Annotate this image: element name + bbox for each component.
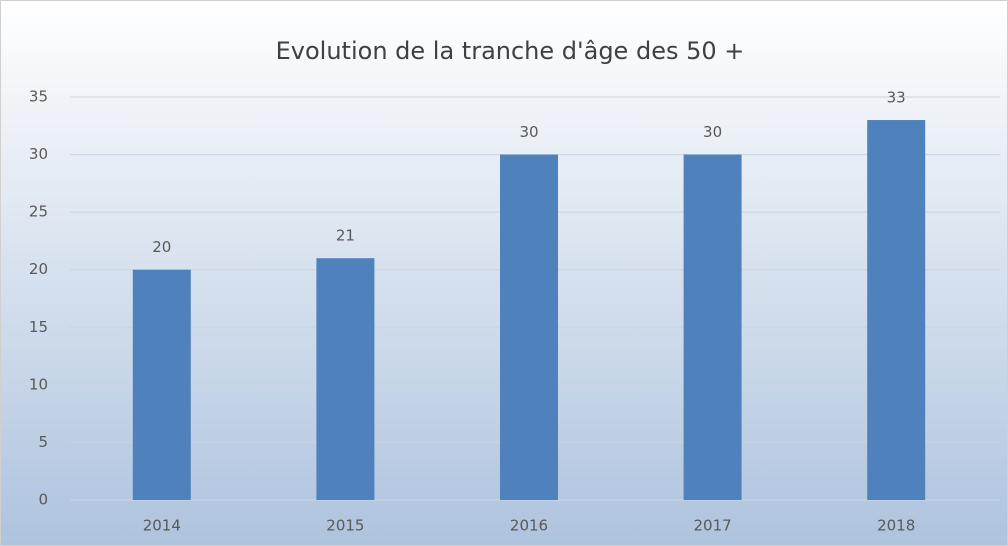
bar	[132, 269, 191, 500]
data-label: 30	[703, 123, 722, 141]
y-tick-label: 25	[29, 203, 48, 221]
y-tick-label: 30	[29, 145, 48, 163]
x-tick-label: 2017	[694, 517, 732, 535]
y-tick-label: 20	[29, 260, 48, 278]
x-tick-label: 2014	[143, 517, 181, 535]
data-label: 33	[887, 89, 906, 107]
chart-title: Evolution de la tranche d'âge des 50 +	[276, 37, 745, 65]
x-tick-label: 2016	[510, 517, 548, 535]
bar	[316, 258, 375, 500]
y-tick-label: 35	[29, 88, 48, 106]
data-label: 21	[336, 227, 355, 245]
y-tick-label: 10	[29, 375, 48, 393]
data-label: 20	[152, 238, 171, 256]
bar	[867, 120, 926, 501]
x-tick-label: 2015	[326, 517, 364, 535]
y-tick-label: 15	[29, 318, 48, 336]
bar	[500, 154, 558, 501]
x-tick-label: 2018	[877, 517, 915, 535]
y-tick-label: 0	[38, 491, 48, 509]
data-label: 30	[519, 123, 538, 141]
bar	[683, 154, 742, 501]
y-tick-label: 5	[38, 433, 48, 451]
